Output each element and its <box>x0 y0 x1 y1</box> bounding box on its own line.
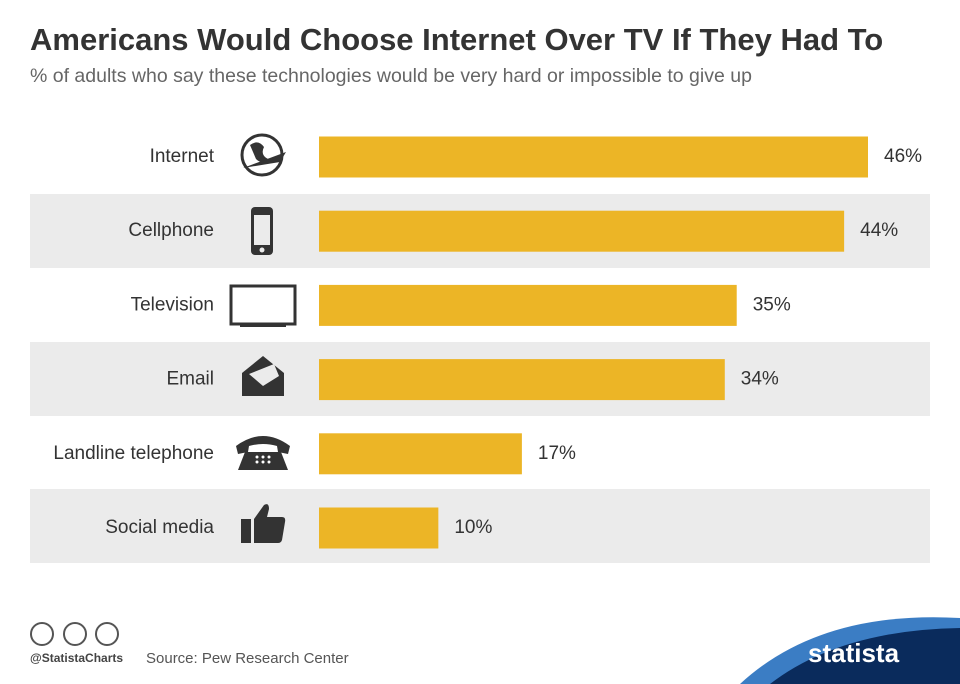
phone-icon <box>251 207 273 255</box>
icons <box>229 133 297 543</box>
telephone-icon <box>236 436 290 470</box>
bar <box>319 359 725 401</box>
globe-icon <box>240 133 286 177</box>
value-label: 35% <box>753 294 791 315</box>
bar <box>319 210 845 252</box>
tv-icon <box>229 284 297 327</box>
category-label: Television <box>131 294 214 315</box>
value-label: 17% <box>538 443 576 464</box>
category-label: Email <box>166 369 214 390</box>
credit: @StatistaCharts <box>30 651 123 665</box>
brand-logo: statista <box>808 638 900 668</box>
chart-title: Americans Would Choose Internet Over TV … <box>30 22 883 57</box>
category-label: Internet <box>150 146 215 167</box>
email-icon <box>242 356 284 396</box>
bar <box>319 136 868 178</box>
footer: @StatistaCharts Source: Pew Research Cen… <box>30 617 960 684</box>
value-label: 46% <box>884 146 922 167</box>
category-label: Cellphone <box>128 220 214 241</box>
bar <box>319 507 439 549</box>
value-label: 44% <box>860 220 898 241</box>
bar <box>319 433 522 475</box>
category-label: Landline telephone <box>53 443 214 464</box>
thumb-icon <box>241 504 286 543</box>
brand-band <box>770 628 960 684</box>
value-label: 34% <box>741 369 779 390</box>
source: Source: Pew Research Center <box>146 650 349 667</box>
value-label: 10% <box>454 517 492 538</box>
category-label: Social media <box>105 517 214 538</box>
row-band <box>30 489 930 563</box>
chart-subtitle: % of adults who say these technologies w… <box>30 65 752 87</box>
bar <box>319 284 737 326</box>
license-icons <box>30 622 119 646</box>
